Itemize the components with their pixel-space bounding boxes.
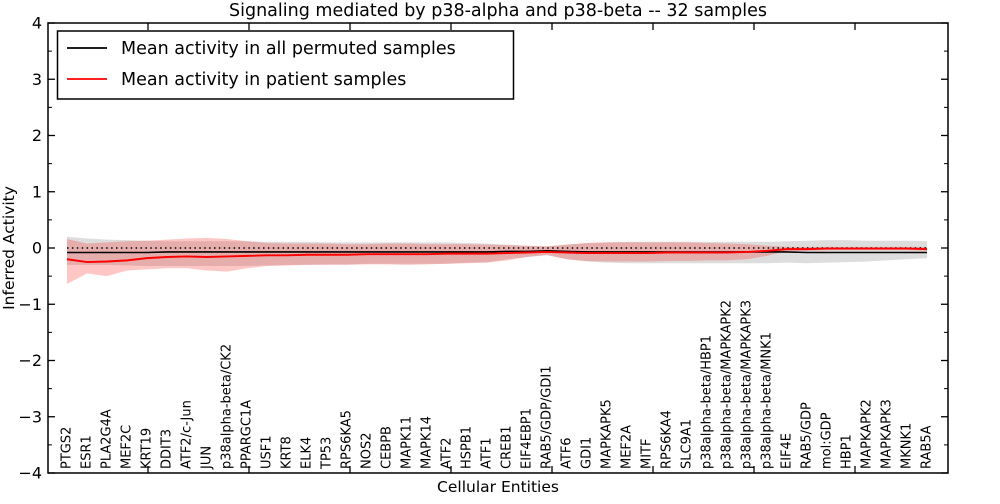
- chart-title: Signaling mediated by p38-alpha and p38-…: [229, 1, 767, 21]
- legend-box: [56, 30, 515, 100]
- cellular-entity-label: p38alpha-beta/MNK1: [760, 332, 775, 469]
- y-tick-labels: 4 3 2 1 0 −1 −2 −3 −4: [18, 14, 42, 483]
- cellular-entity-label: RAB5/GDP: [800, 402, 815, 469]
- legend-label-patient: Mean activity in patient samples: [121, 70, 406, 90]
- cellular-entity-label: RAB5/GDP/GDI1: [540, 366, 555, 469]
- cellular-entity-label: EIF4EBP1: [520, 408, 535, 469]
- cellular-entity-label: MITF: [640, 439, 655, 469]
- cellular-entity-label: ATF6: [560, 437, 575, 469]
- y-tick-label: −4: [18, 464, 42, 483]
- cellular-entity-label: MAPKAPK5: [600, 399, 615, 469]
- cellular-entity-label: SLC9A1: [680, 419, 695, 469]
- cellular-entity-label: mol:GDP: [820, 412, 835, 469]
- patient-mean-line: [66, 247, 928, 264]
- cellular-entity-labels: PTGS2 ESR1 PLA2G4A MEF2C KRT19 DDIT3 ATF2/c-Ju…: [60, 300, 935, 470]
- y-tick-label: −3: [18, 407, 42, 426]
- cellular-entity-label: p38alpha-beta/MAPKAPK2: [720, 300, 735, 469]
- cellular-entity-label: MAPKAPK3: [880, 399, 895, 469]
- y-tick-label: 3: [32, 70, 42, 89]
- cellular-entity-label: CREB1: [500, 425, 515, 469]
- cellular-entity-label: HSPB1: [460, 426, 475, 469]
- cellular-entity-label: ESR1: [80, 435, 95, 469]
- cellular-entity-label: MAPK14: [420, 416, 435, 469]
- confidence-bands: [67, 236, 927, 284]
- cellular-entity-label: TP53: [320, 437, 335, 470]
- cellular-entity-label: ATF2/c-Jun: [180, 400, 195, 469]
- legend-label-permuted: Mean activity in all permuted samples: [121, 39, 456, 59]
- cellular-entity-label: CEBPB: [380, 426, 395, 469]
- axes-frame: [47, 22, 949, 474]
- cellular-entity-label: MAPKAPK2: [860, 399, 875, 469]
- y-tick-label: 4: [32, 14, 42, 33]
- cellular-entity-label: RPS6KA4: [660, 410, 675, 469]
- cellular-entity-label: p38alpha-beta/CK2: [220, 344, 235, 469]
- cellular-entity-label: p38alpha-beta/MAPKAPK3: [740, 300, 755, 469]
- y-tick-label: 0: [32, 239, 42, 258]
- cellular-entity-label: ATF2: [440, 437, 455, 469]
- cellular-entity-label: ATF1: [480, 437, 495, 469]
- cellular-entity-label: PPARGC1A: [240, 400, 255, 469]
- mean-activity-lines: [66, 247, 928, 264]
- cellular-entity-label: JUN: [200, 446, 215, 470]
- y-tick-label: −1: [18, 295, 42, 314]
- cellular-entity-label: HBP1: [840, 434, 855, 469]
- x-axis-label: Cellular Entities: [437, 478, 559, 496]
- patient-band: [67, 237, 927, 284]
- cellular-entity-label: RAB5A: [920, 425, 935, 469]
- y-tick-label: 2: [32, 126, 42, 145]
- legend: Mean activity in all permuted samples Me…: [56, 30, 515, 100]
- cellular-entity-label: PTGS2: [60, 427, 75, 469]
- cellular-entity-label: NOS2: [360, 433, 375, 469]
- cellular-entity-label: DDIT3: [160, 429, 175, 469]
- cellular-entity-label: MKNK1: [900, 423, 915, 469]
- cellular-entity-label: RPS6KA5: [340, 410, 355, 469]
- cellular-entity-label: USF1: [260, 435, 275, 469]
- y-tick-label: −2: [18, 351, 42, 370]
- cellular-entity-label: KRT19: [140, 428, 155, 469]
- cellular-entity-label: KRT8: [280, 436, 295, 469]
- cellular-entity-label: ELK4: [300, 437, 315, 469]
- cellular-entity-label: p38alpha-beta/HBP1: [700, 335, 715, 469]
- cellular-entity-label: MAPK11: [400, 416, 415, 469]
- y-tick-label: 1: [32, 182, 42, 201]
- cellular-entity-label: MEF2C: [120, 425, 135, 469]
- cellular-entity-label: MEF2A: [620, 425, 635, 469]
- cellular-entity-label: GDI1: [580, 437, 595, 469]
- cellular-entity-label: EIF4E: [780, 433, 795, 469]
- cellular-entity-label: PLA2G4A: [100, 409, 115, 469]
- y-axis-label: Inferred Activity: [0, 186, 18, 310]
- permuted-mean-line: [67, 250, 927, 254]
